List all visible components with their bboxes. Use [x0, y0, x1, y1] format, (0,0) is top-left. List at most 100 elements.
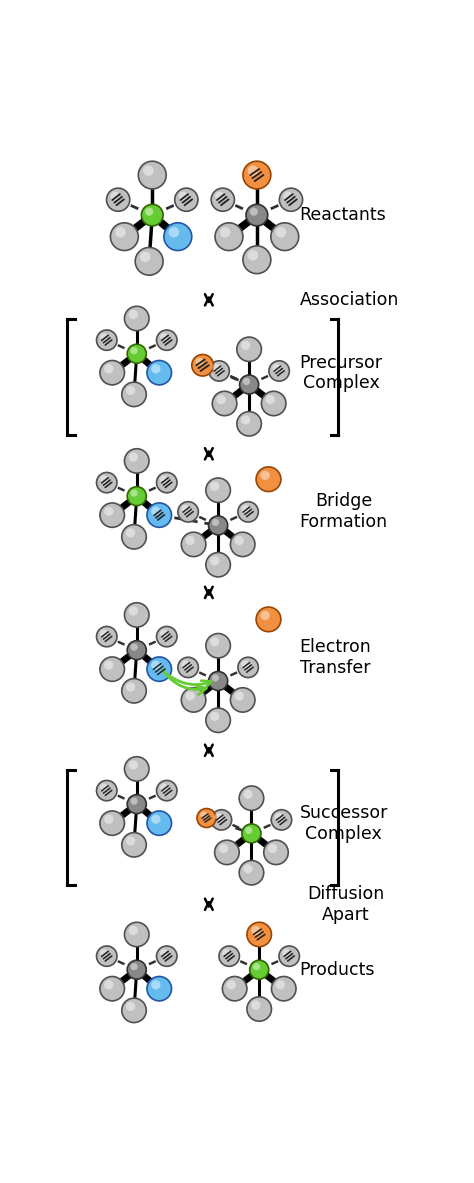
Circle shape: [238, 502, 258, 522]
Circle shape: [128, 761, 138, 770]
Circle shape: [206, 634, 230, 658]
Circle shape: [248, 250, 258, 260]
Circle shape: [279, 188, 302, 212]
Circle shape: [179, 192, 188, 200]
Circle shape: [185, 691, 195, 700]
Circle shape: [104, 815, 113, 823]
Circle shape: [215, 222, 243, 251]
Circle shape: [197, 808, 216, 827]
Circle shape: [125, 923, 149, 946]
Circle shape: [182, 660, 189, 668]
Circle shape: [215, 813, 222, 821]
Circle shape: [239, 786, 264, 810]
Circle shape: [100, 976, 125, 1001]
Circle shape: [100, 657, 125, 681]
Circle shape: [130, 644, 138, 651]
Circle shape: [130, 797, 138, 804]
Circle shape: [209, 361, 229, 381]
Circle shape: [147, 657, 172, 681]
Circle shape: [247, 997, 272, 1021]
Circle shape: [156, 627, 177, 647]
Circle shape: [145, 207, 153, 215]
Circle shape: [160, 949, 168, 957]
Circle shape: [126, 1002, 135, 1011]
Circle shape: [206, 552, 230, 577]
Circle shape: [156, 946, 177, 967]
Text: Electron
Transfer: Electron Transfer: [300, 639, 371, 677]
Circle shape: [181, 687, 206, 712]
Circle shape: [219, 946, 239, 967]
Circle shape: [100, 783, 108, 791]
Circle shape: [211, 188, 235, 212]
Circle shape: [256, 607, 281, 632]
Circle shape: [115, 227, 126, 238]
Circle shape: [125, 602, 149, 627]
Circle shape: [100, 629, 108, 638]
Circle shape: [127, 795, 146, 814]
Circle shape: [178, 502, 198, 522]
Circle shape: [97, 330, 117, 350]
Circle shape: [264, 840, 288, 865]
Circle shape: [210, 712, 219, 720]
Text: Association: Association: [300, 291, 399, 309]
Circle shape: [104, 660, 113, 670]
Circle shape: [156, 330, 177, 350]
FancyArrowPatch shape: [168, 674, 211, 689]
Circle shape: [195, 357, 204, 366]
Circle shape: [110, 192, 119, 200]
Circle shape: [147, 976, 172, 1001]
Circle shape: [130, 490, 138, 497]
Circle shape: [268, 843, 277, 853]
Circle shape: [227, 981, 236, 989]
Circle shape: [243, 377, 250, 386]
Circle shape: [128, 926, 138, 936]
Circle shape: [212, 519, 219, 526]
Circle shape: [220, 227, 230, 238]
Circle shape: [210, 556, 219, 565]
Circle shape: [260, 610, 270, 620]
Circle shape: [243, 789, 253, 799]
Circle shape: [151, 364, 161, 374]
Circle shape: [273, 364, 280, 371]
Circle shape: [200, 812, 208, 819]
Circle shape: [127, 344, 146, 363]
Circle shape: [128, 452, 138, 461]
Circle shape: [127, 486, 146, 505]
Circle shape: [147, 503, 172, 528]
Circle shape: [138, 161, 166, 189]
Circle shape: [210, 481, 219, 491]
Circle shape: [237, 412, 261, 437]
Circle shape: [97, 781, 117, 801]
Circle shape: [260, 471, 270, 480]
FancyArrowPatch shape: [163, 670, 206, 694]
Circle shape: [126, 683, 135, 692]
Circle shape: [125, 306, 149, 331]
Circle shape: [164, 222, 192, 251]
Circle shape: [97, 627, 117, 647]
Circle shape: [230, 687, 255, 712]
Circle shape: [241, 505, 249, 512]
Circle shape: [215, 840, 239, 865]
Circle shape: [243, 161, 271, 189]
Circle shape: [248, 166, 258, 176]
Circle shape: [239, 860, 264, 885]
Circle shape: [215, 192, 224, 200]
Circle shape: [209, 516, 228, 535]
Circle shape: [206, 478, 230, 503]
Circle shape: [169, 227, 179, 238]
Circle shape: [100, 810, 125, 835]
Circle shape: [219, 843, 228, 853]
Circle shape: [222, 976, 247, 1001]
Circle shape: [251, 926, 260, 936]
Circle shape: [279, 946, 300, 967]
Circle shape: [125, 757, 149, 781]
Circle shape: [151, 815, 161, 823]
Circle shape: [147, 810, 172, 835]
Circle shape: [110, 222, 138, 251]
Circle shape: [185, 536, 195, 545]
Circle shape: [130, 347, 138, 354]
Circle shape: [192, 355, 213, 376]
Circle shape: [241, 415, 250, 425]
Circle shape: [283, 949, 290, 957]
Circle shape: [97, 472, 117, 493]
